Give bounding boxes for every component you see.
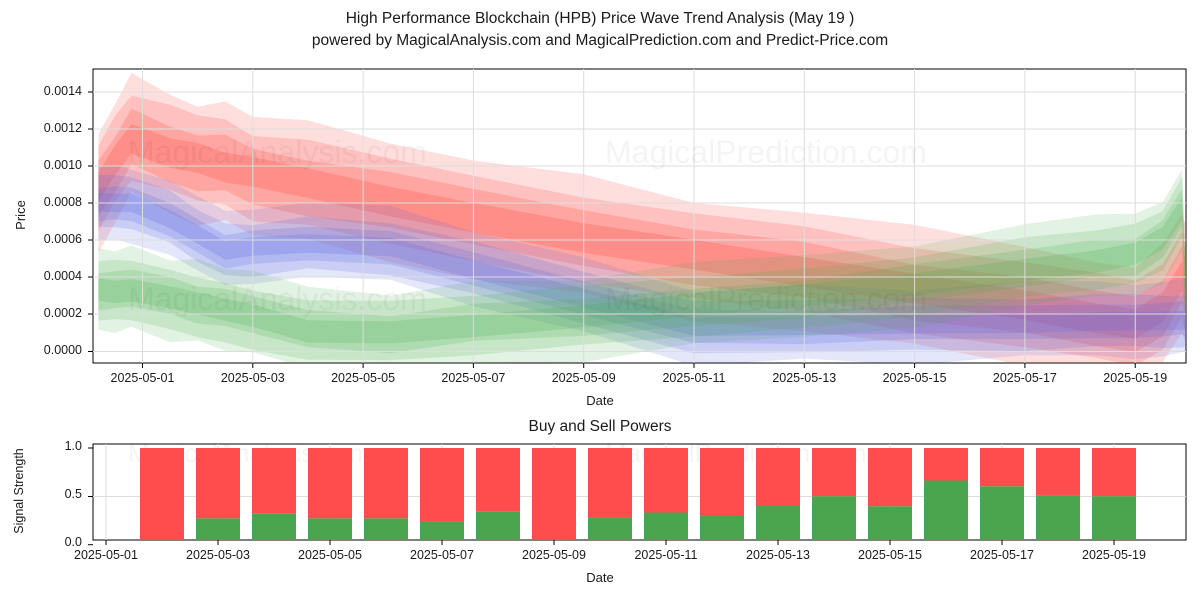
svg-text:Signal Strength: Signal Strength bbox=[12, 448, 26, 534]
